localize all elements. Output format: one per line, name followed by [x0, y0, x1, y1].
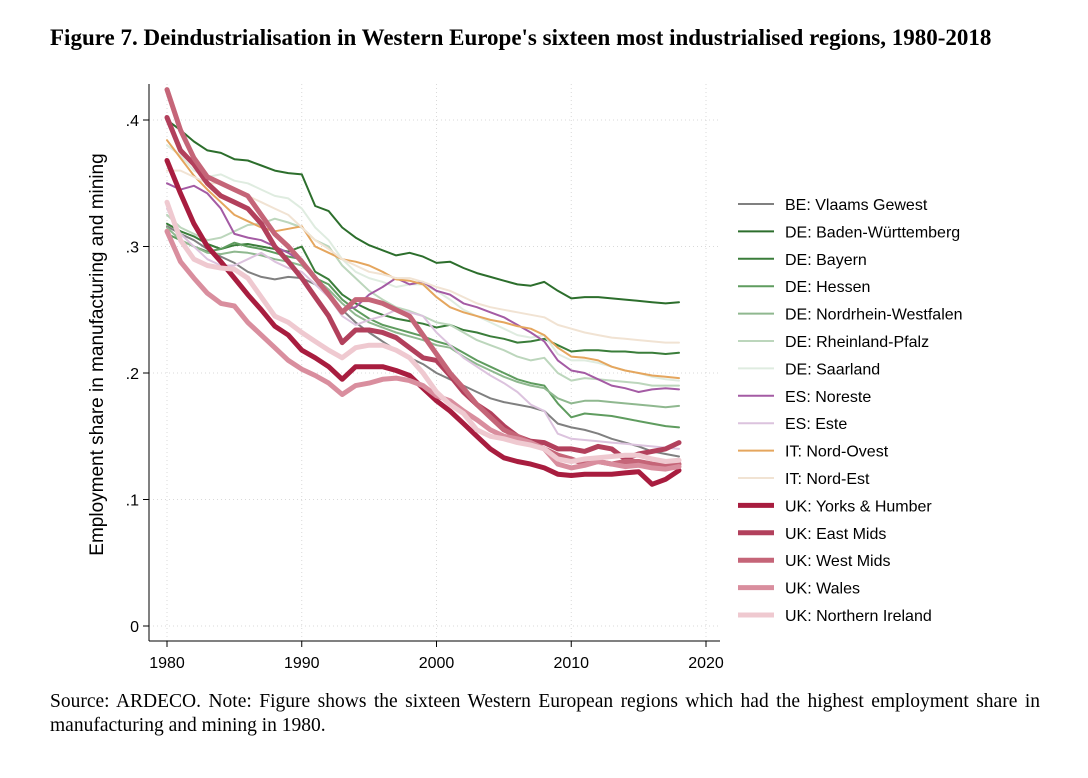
figure-title: Figure 7. Deindustrialisation in Western… [50, 25, 992, 50]
y-tick-label: 0 [130, 619, 139, 636]
x-tick-label: 2010 [553, 655, 589, 672]
legend-label: BE: Vlaams Gewest [785, 197, 928, 214]
x-tick-label: 1990 [284, 655, 320, 672]
legend-label: UK: Northern Ireland [785, 608, 932, 625]
series-line-it-nord-ovest [166, 139, 680, 380]
legend-label: ES: Este [785, 416, 847, 433]
series-line-uk-east-mids [164, 115, 682, 462]
series-line-de-bayern [166, 222, 680, 355]
series-line-de-saarland [166, 144, 680, 382]
series-line-uk-northern-ireland [164, 199, 682, 464]
legend-label: ES: Noreste [785, 389, 871, 406]
y-tick-label: .1 [126, 493, 139, 510]
line-chart: 0 .1 .2 .3 .4 1980 1990 2000 2010 2020 BE: Vlaams… [87, 84, 963, 672]
axes: 0 .1 .2 .3 .4 1980 1990 2000 2010 2020 [126, 84, 724, 672]
y-tick-label: .4 [126, 113, 139, 130]
y-axis-label: Employment share in manufacturing and mi… [87, 153, 108, 555]
legend-label: UK: West Mids [785, 553, 891, 570]
series-line-be-vlaams-gewest [166, 225, 680, 458]
legend-label: UK: Wales [785, 581, 860, 598]
legend-label: DE: Baden-Württemberg [785, 224, 960, 241]
series-line-es-este [166, 207, 680, 450]
legend: BE: Vlaams Gewest DE: Baden-Württemberg DE… [738, 197, 963, 625]
legend-label: DE: Hessen [785, 279, 870, 296]
legend-label: DE: Rheinland-Pfalz [785, 334, 929, 351]
series-line-de-hessen [166, 232, 680, 429]
legend-label: DE: Nordrhein-Westfalen [785, 307, 963, 324]
series-line-de-baden-w-rttemberg [166, 119, 680, 305]
legend-label: DE: Bayern [785, 252, 867, 269]
legend-label: IT: Nord-Ovest [785, 444, 889, 461]
series-line-de-nordrhein-westfalen [166, 226, 680, 409]
y-tick-label: .3 [126, 240, 139, 257]
figure-note: Source: ARDECO. Note: Figure shows the s… [50, 691, 1040, 736]
y-tick-label: .2 [126, 366, 139, 383]
series-line-uk-wales [164, 228, 682, 472]
series-lines [164, 87, 682, 487]
legend-label: IT: Nord-Est [785, 471, 870, 488]
x-tick-label: 1980 [149, 655, 185, 672]
legend-label: UK: East Mids [785, 526, 886, 543]
legend-label: DE: Saarland [785, 361, 880, 378]
x-tick-label: 2000 [419, 655, 455, 672]
x-tick-label: 2020 [688, 655, 724, 672]
legend-label: UK: Yorks & Humber [785, 498, 932, 515]
